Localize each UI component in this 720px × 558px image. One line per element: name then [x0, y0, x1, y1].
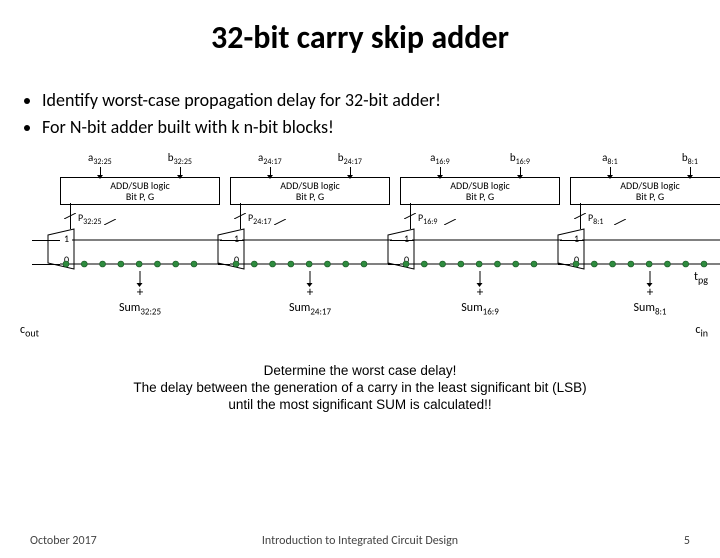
slash-icon	[234, 213, 246, 219]
carry-wire	[558, 264, 570, 265]
addbox-line2: Bit P, G	[61, 191, 219, 202]
desc-line: until the most significant SUM is calcul…	[0, 397, 720, 414]
cout-wire	[32, 264, 60, 265]
input-arrows	[230, 167, 390, 177]
page-title: 32-bit carry skip adder	[0, 18, 720, 57]
adder-block: a8:1 b8:1 ADD/SUB logic Bit P, G P8:1 1 …	[570, 151, 720, 205]
plus-label: +	[307, 285, 313, 300]
p-label: P24:17	[248, 211, 272, 227]
p-label: P16:9	[418, 211, 437, 227]
footer: October 2017 Introduction to Integrated …	[0, 534, 720, 548]
sum-arrow	[480, 271, 481, 285]
a-input-label: a24:17	[258, 151, 282, 167]
slash-icon	[104, 219, 116, 225]
bypass-line	[242, 236, 392, 244]
add-sub-box: ADD/SUB logic Bit P, G	[230, 177, 390, 205]
addbox-line2: Bit P, G	[401, 191, 559, 202]
input-arrows	[60, 167, 220, 177]
p-label: P32:25	[78, 211, 102, 227]
sum-label: Sum16:9	[461, 301, 499, 317]
carry-chain	[60, 256, 220, 272]
b-input-label: b16:9	[510, 151, 530, 167]
bypass-line	[582, 236, 720, 244]
footer-right: 5	[684, 534, 690, 548]
slash-icon	[614, 219, 626, 225]
carry-chain	[230, 256, 390, 272]
adder-block: a24:17 b24:17 ADD/SUB logic Bit P, G P24…	[230, 151, 390, 205]
slash-icon	[404, 213, 416, 219]
sum-arrow	[310, 271, 311, 285]
cin-label: cin	[695, 323, 708, 339]
bullet-item: Identify worst-case propagation delay fo…	[42, 87, 720, 114]
mux-in-1: 1	[234, 232, 239, 245]
sum-arrow	[650, 271, 651, 285]
cout-label: cout	[20, 323, 39, 339]
footer-center: Introduction to Integrated Circuit Desig…	[0, 534, 720, 548]
bypass-wire	[390, 240, 414, 241]
addbox-line2: Bit P, G	[571, 191, 720, 202]
plus-label: +	[137, 285, 143, 300]
sum-label: Sum24:17	[289, 301, 331, 317]
input-labels: a16:9 b16:9	[400, 151, 560, 167]
plus-label: +	[477, 285, 483, 300]
a-input-label: a32:25	[88, 151, 112, 167]
b-input-label: b32:25	[168, 151, 192, 167]
slash-icon	[64, 213, 76, 219]
mux-in-1: 1	[574, 232, 579, 245]
input-labels: a32:25 b32:25	[60, 151, 220, 167]
input-arrows	[400, 167, 560, 177]
sum-label: Sum32:25	[119, 301, 161, 317]
bypass-wire	[560, 240, 584, 241]
desc-line: Determine the worst case delay!	[0, 363, 720, 380]
add-sub-box: ADD/SUB logic Bit P, G	[60, 177, 220, 205]
description: Determine the worst case delay! The dela…	[0, 363, 720, 414]
input-labels: a8:1 b8:1	[570, 151, 720, 167]
bypass-wire	[220, 240, 244, 241]
bypass-line	[72, 236, 222, 244]
b-input-label: b24:17	[338, 151, 362, 167]
slash-icon	[444, 219, 456, 225]
input-arrows	[570, 167, 720, 177]
carry-wire	[218, 264, 230, 265]
adder-block: a32:25 b32:25 ADD/SUB logic Bit P, G P32…	[60, 151, 220, 205]
cout-wire	[32, 240, 60, 241]
add-sub-box: ADD/SUB logic Bit P, G	[400, 177, 560, 205]
slash-icon	[274, 219, 286, 225]
p-label: P8:1	[588, 211, 603, 227]
add-sub-box: ADD/SUB logic Bit P, G	[570, 177, 720, 205]
carry-chain	[400, 256, 560, 272]
sum-arrow	[140, 271, 141, 285]
bullet-list: Identify worst-case propagation delay fo…	[42, 87, 720, 141]
bullet-item: For N-bit adder built with k n-bit block…	[42, 114, 720, 141]
footer-left: October 2017	[30, 534, 97, 548]
slash-icon	[574, 213, 586, 219]
mux-in-1: 1	[404, 232, 409, 245]
bypass-line	[412, 236, 562, 244]
a-input-label: a16:9	[430, 151, 450, 167]
adder-block: a16:9 b16:9 ADD/SUB logic Bit P, G P16:9…	[400, 151, 560, 205]
addbox-line2: Bit P, G	[231, 191, 389, 202]
b-input-label: b8:1	[682, 151, 698, 167]
tpg-label: tpg	[694, 270, 708, 286]
mux-in-1: 1	[64, 232, 69, 245]
desc-line: The delay between the generation of a ca…	[0, 380, 720, 397]
sum-label: Sum8:1	[634, 301, 667, 317]
carry-skip-diagram: a32:25 b32:25 ADD/SUB logic Bit P, G P32…	[20, 151, 700, 361]
carry-wire	[388, 264, 400, 265]
input-labels: a24:17 b24:17	[230, 151, 390, 167]
a-input-label: a8:1	[602, 151, 618, 167]
plus-label: +	[647, 285, 653, 300]
